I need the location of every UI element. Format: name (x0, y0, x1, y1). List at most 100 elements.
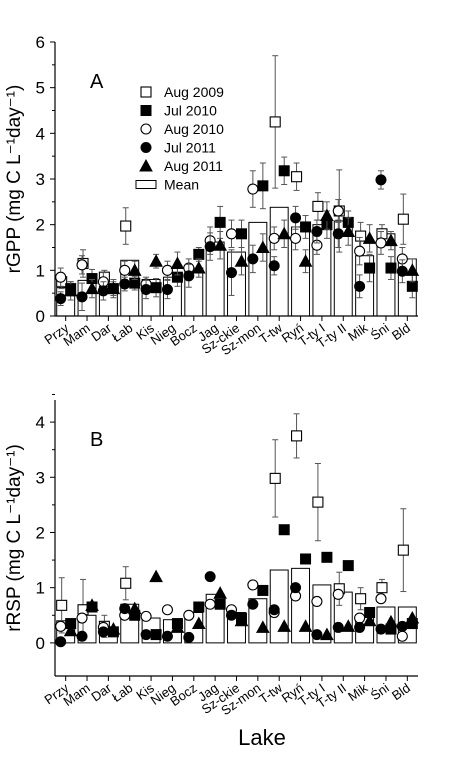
point-jul-2011-Ryń (290, 582, 302, 594)
point-jul-2011-Jag (204, 571, 216, 583)
point-aug-2009-Ryń (291, 171, 303, 183)
x-tick-label-Łab: Łab (109, 680, 135, 705)
point-aug-2010-Sz-mon (247, 183, 259, 195)
y-tick-label: 5 (36, 79, 45, 98)
point-jul-2011-T-ty II (332, 621, 344, 633)
legend-marker-bar (135, 180, 157, 189)
point-aug-2010-Sz-mon (247, 579, 259, 591)
point-aug-2010-Kis (140, 610, 152, 622)
point-jul-2010-Sz-mon (257, 180, 269, 192)
point-jul-2010-Bocz (193, 248, 205, 260)
legend-marker-open-circle (140, 123, 152, 135)
point-aug-2011-T-ty II (341, 619, 356, 632)
point-jul-2011-Łab (119, 278, 131, 290)
point-jul-2010-Mik (364, 262, 376, 274)
point-jul-2011-Mam (76, 630, 88, 642)
legend-marker-filled-triangle (139, 158, 153, 172)
point-jul-2011-Bocz (183, 270, 195, 282)
point-aug-2009-Przy (56, 599, 68, 611)
point-aug-2011-Mam (85, 281, 99, 295)
y-tick-label: 3 (36, 468, 45, 487)
mean-bar-Sz-mon (248, 221, 268, 317)
panel-label: A (90, 71, 104, 93)
y-tick-label: 0 (36, 307, 45, 326)
point-jul-2011-Nieg (161, 630, 173, 642)
point-aug-2009-Ryń (291, 430, 303, 442)
point-jul-2010-T-tw (278, 165, 290, 177)
point-aug-2011-Sz-ckie (234, 254, 249, 267)
legend-marker-filled-square (140, 105, 152, 116)
point-jul-2010-Jag (214, 598, 226, 610)
point-aug-2011-Śni (384, 233, 398, 247)
point-aug-2011-Bld (405, 263, 420, 276)
point-aug-2010-Nieg (161, 604, 173, 616)
point-aug-2011-Dar (106, 622, 121, 635)
point-jul-2011-Sz-ckie (226, 267, 237, 279)
point-aug-2010-Śni (375, 593, 387, 605)
point-aug-2009-T-ty I (312, 496, 324, 508)
legend-label: Jul 2010 (164, 103, 217, 119)
point-aug-2011-Sz-ckie (234, 613, 249, 627)
point-aug-2011-T-tw (277, 226, 292, 240)
point-aug-2011-Nieg (170, 256, 185, 269)
point-aug-2010-Łab (119, 264, 131, 276)
legend: Aug 2009 Jul 2010 Aug 2010 Jul 2011 Aug 2011… (135, 84, 224, 193)
point-aug-2011-Jag (213, 238, 227, 251)
point-aug-2011-Ryń (298, 254, 313, 267)
point-jul-2010-Sz-mon (257, 584, 269, 596)
point-jul-2011-T-tw (268, 604, 280, 616)
point-aug-2009-T-tw (269, 116, 281, 128)
point-aug-2011-Mik (362, 231, 377, 244)
panel-a: 0123456PrzyMamDarŁabKisNiegBoczJagSz-cki… (4, 33, 420, 358)
x-tick-label-Bld: Bld (389, 680, 413, 703)
point-aug-2010-Jag (204, 598, 216, 610)
point-aug-2011-T-ty II (341, 224, 356, 238)
point-aug-2010-T-tw (268, 232, 280, 244)
point-aug-2010-Nieg (161, 264, 173, 276)
point-aug-2009-Bld (397, 213, 409, 225)
point-aug-2009-Śni (376, 228, 388, 240)
y-tick-label: 0 (36, 634, 45, 653)
point-jul-2011-Śni (375, 623, 387, 635)
mean-bar-T-ty II (333, 591, 353, 644)
point-jul-2011-T-ty I (311, 226, 323, 238)
point-aug-2010-Przy (55, 620, 67, 632)
point-jul-2011-Kis (140, 284, 152, 296)
panel-b: 01234PrzyMamDarŁabKisNiegBoczJagSz-ckieS… (4, 393, 420, 718)
point-jul-2010-Kis (150, 282, 162, 294)
point-jul-2011-Mik (354, 621, 366, 633)
point-aug-2011-Bocz (191, 616, 206, 630)
point-aug-2010-Mam (76, 259, 88, 271)
point-jul-2011-T-ty II (332, 228, 344, 240)
point-aug-2011-Jag (213, 586, 227, 599)
point-aug-2010-Mik (354, 612, 366, 624)
point-jul-2011-Ryń (290, 212, 302, 224)
point-aug-2009-Mik (355, 593, 367, 605)
point-aug-2010-Śni (375, 237, 387, 249)
point-aug-2011-Ryń (298, 619, 313, 632)
point-aug-2010-Mik (354, 245, 366, 257)
point-jul-2010-T-tw (278, 524, 290, 536)
point-aug-2011-Przy (63, 623, 78, 637)
point-aug-2010-T-ty II (332, 588, 344, 600)
point-aug-2010-Sz-ckie (225, 228, 238, 240)
point-jul-2011-Bld (396, 620, 408, 632)
point-aug-2009-Śni (376, 582, 388, 594)
point-jul-2011-Kis (140, 629, 152, 641)
x-tick-label-Łab: Łab (109, 320, 135, 345)
legend-label: Jul 2011 (164, 140, 216, 156)
panel-label: B (90, 429, 103, 451)
point-jul-2011-Mik (354, 280, 366, 292)
legend-label: Aug 2010 (164, 121, 224, 137)
point-jul-2011-Łab (119, 603, 131, 615)
point-aug-2011-Mik (362, 613, 377, 627)
point-jul-2011-T-tw (268, 260, 280, 272)
point-aug-2009-Łab (120, 220, 132, 232)
point-jul-2011-T-ty I (311, 629, 323, 641)
point-jul-2011-Sz-mon (247, 598, 259, 610)
point-jul-2010-Ryń (300, 553, 312, 565)
x-tick-label-Śni: Śni (368, 680, 392, 703)
point-aug-2011-T-tw (277, 619, 292, 632)
legend-label: Aug 2011 (164, 158, 223, 174)
